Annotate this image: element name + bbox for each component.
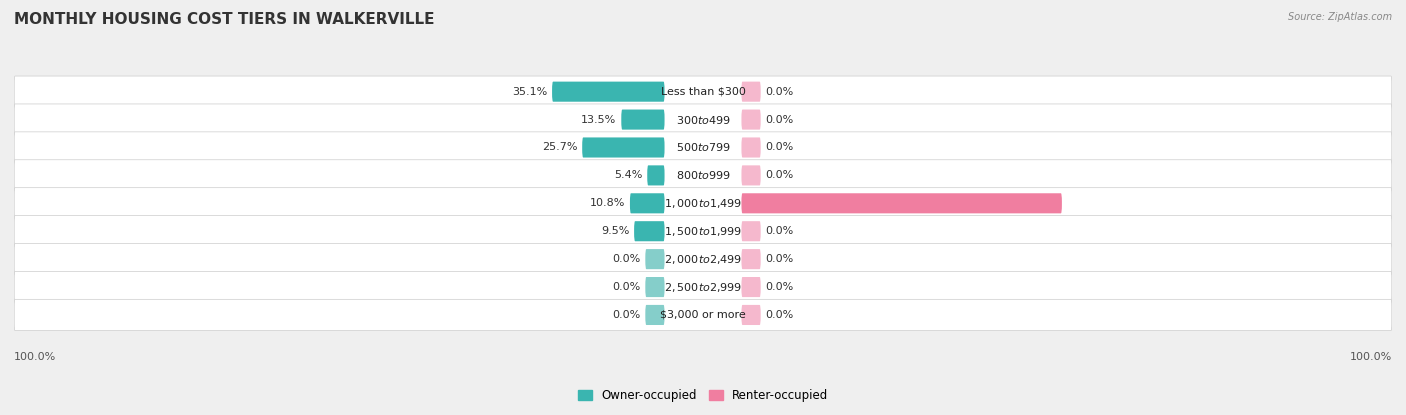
Text: MONTHLY HOUSING COST TIERS IN WALKERVILLE: MONTHLY HOUSING COST TIERS IN WALKERVILL… [14, 12, 434, 27]
FancyBboxPatch shape [741, 193, 1062, 213]
FancyBboxPatch shape [621, 110, 665, 129]
FancyBboxPatch shape [741, 305, 761, 325]
FancyBboxPatch shape [14, 132, 1392, 163]
Text: $2,500 to $2,999: $2,500 to $2,999 [664, 281, 742, 293]
FancyBboxPatch shape [14, 104, 1392, 135]
FancyBboxPatch shape [14, 216, 1392, 247]
FancyBboxPatch shape [741, 165, 761, 186]
Text: 100.0%: 100.0% [14, 352, 56, 362]
Text: $1,500 to $1,999: $1,500 to $1,999 [664, 225, 742, 238]
Text: 100.0%: 100.0% [1067, 198, 1112, 208]
Text: 9.5%: 9.5% [600, 226, 630, 236]
Text: 0.0%: 0.0% [765, 226, 794, 236]
Text: $2,000 to $2,499: $2,000 to $2,499 [664, 253, 742, 266]
FancyBboxPatch shape [634, 221, 665, 241]
Text: 0.0%: 0.0% [765, 310, 794, 320]
Text: $1,000 to $1,499: $1,000 to $1,499 [664, 197, 742, 210]
FancyBboxPatch shape [741, 277, 761, 297]
FancyBboxPatch shape [14, 244, 1392, 275]
FancyBboxPatch shape [630, 193, 665, 213]
FancyBboxPatch shape [741, 82, 761, 102]
FancyBboxPatch shape [645, 249, 665, 269]
Text: $3,000 or more: $3,000 or more [661, 310, 745, 320]
Text: $300 to $499: $300 to $499 [675, 114, 731, 126]
Text: 100.0%: 100.0% [1350, 352, 1392, 362]
FancyBboxPatch shape [553, 82, 665, 102]
Text: $500 to $799: $500 to $799 [675, 142, 731, 154]
Text: 25.7%: 25.7% [541, 142, 578, 152]
Text: 0.0%: 0.0% [765, 142, 794, 152]
Text: 0.0%: 0.0% [765, 87, 794, 97]
FancyBboxPatch shape [14, 299, 1392, 331]
Text: 13.5%: 13.5% [581, 115, 616, 124]
Text: 0.0%: 0.0% [765, 115, 794, 124]
Text: Source: ZipAtlas.com: Source: ZipAtlas.com [1288, 12, 1392, 22]
Text: 0.0%: 0.0% [612, 254, 641, 264]
Text: 5.4%: 5.4% [614, 171, 643, 181]
FancyBboxPatch shape [741, 137, 761, 158]
Text: 0.0%: 0.0% [765, 171, 794, 181]
FancyBboxPatch shape [582, 137, 665, 158]
FancyBboxPatch shape [741, 110, 761, 129]
FancyBboxPatch shape [741, 221, 761, 241]
FancyBboxPatch shape [647, 165, 665, 186]
FancyBboxPatch shape [14, 271, 1392, 303]
Text: Less than $300: Less than $300 [661, 87, 745, 97]
Text: $800 to $999: $800 to $999 [675, 169, 731, 181]
Text: 35.1%: 35.1% [512, 87, 547, 97]
Text: 0.0%: 0.0% [612, 282, 641, 292]
FancyBboxPatch shape [14, 188, 1392, 219]
FancyBboxPatch shape [645, 305, 665, 325]
Text: 0.0%: 0.0% [765, 254, 794, 264]
Text: 10.8%: 10.8% [589, 198, 626, 208]
FancyBboxPatch shape [14, 160, 1392, 191]
Text: 0.0%: 0.0% [612, 310, 641, 320]
Text: 0.0%: 0.0% [765, 282, 794, 292]
FancyBboxPatch shape [741, 249, 761, 269]
FancyBboxPatch shape [645, 277, 665, 297]
FancyBboxPatch shape [14, 76, 1392, 107]
Legend: Owner-occupied, Renter-occupied: Owner-occupied, Renter-occupied [572, 384, 834, 407]
